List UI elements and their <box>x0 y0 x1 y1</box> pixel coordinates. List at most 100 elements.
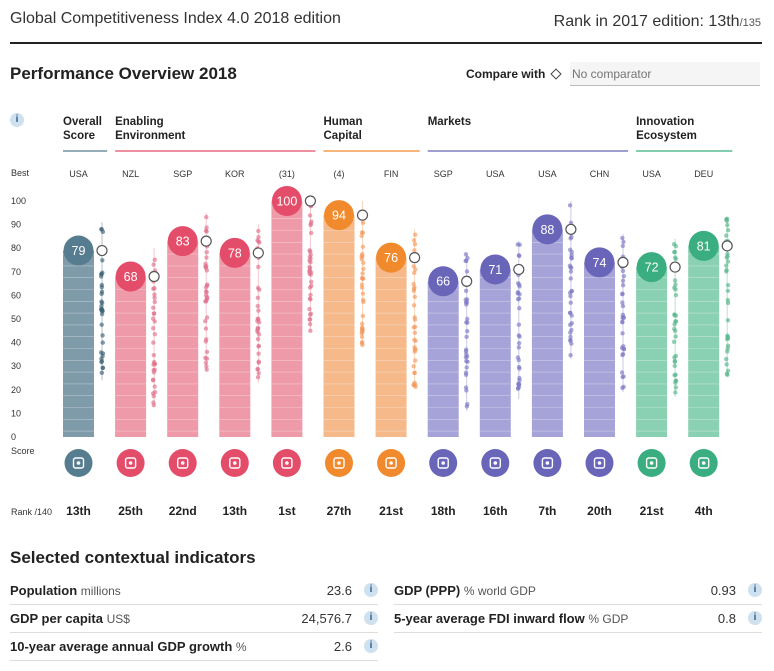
indicator-unit: % GDP <box>588 612 629 626</box>
value-bubble <box>324 200 354 231</box>
peer-dot <box>620 320 625 325</box>
innovation-bulb-icon-glyph <box>698 457 710 469</box>
peer-dot <box>151 305 156 310</box>
best-country-label: SGP <box>173 169 192 179</box>
peer-dot <box>516 340 522 346</box>
country-marker <box>148 270 160 283</box>
peer-dot <box>255 325 260 331</box>
group-label: Innovation <box>636 116 694 128</box>
indicator-label: 5-year average FDI inward flow <box>394 611 585 626</box>
peer-dot <box>204 367 209 372</box>
peer-dot <box>413 267 418 272</box>
peer-dot <box>412 294 417 300</box>
indicator-gdp-ppp: GDP (PPP) % world GDP 0.93 i <box>394 577 762 605</box>
peer-dot <box>256 370 261 376</box>
icon-dot <box>76 461 81 465</box>
indicator-unit: % world GDP <box>463 584 536 598</box>
medal-icon-glyph <box>72 457 85 469</box>
value-bubble <box>480 254 511 285</box>
peer-dot <box>515 386 521 391</box>
peer-dot <box>673 255 678 260</box>
peer-dot <box>567 322 573 328</box>
peer-dot <box>569 255 574 260</box>
score-bar <box>531 229 563 437</box>
peer-dot <box>204 364 209 369</box>
rank-label: 22nd <box>169 504 197 518</box>
peer-dot <box>569 327 574 333</box>
icon-dot <box>285 461 289 465</box>
peer-dot <box>204 214 209 220</box>
peer-dot <box>569 234 574 240</box>
value-label: 100 <box>276 195 297 209</box>
indicator-unit: millions <box>80 584 121 598</box>
peer-dot <box>151 393 157 399</box>
group-label: Capital <box>324 130 362 142</box>
peer-dot <box>255 303 261 309</box>
peer-dot <box>412 358 418 363</box>
country-marker <box>356 209 369 221</box>
score-bar <box>271 201 303 437</box>
best-country-label: FIN <box>384 169 399 179</box>
peer-dot <box>359 282 365 287</box>
peer-dot <box>463 300 469 305</box>
best-country-label: USA <box>486 169 505 179</box>
rank-label: 7th <box>538 504 556 518</box>
rank-label: 21st <box>379 504 403 518</box>
peer-dot <box>673 385 679 390</box>
y-tick-label: 60 <box>11 290 21 300</box>
peer-dot <box>672 326 677 332</box>
country-marker <box>252 247 264 259</box>
peer-dot <box>308 252 313 257</box>
peer-dot <box>411 364 416 369</box>
performance-title: Performance Overview 2018 <box>10 64 237 83</box>
peer-dot <box>672 322 677 327</box>
score-bar <box>63 250 94 437</box>
rank-label: 16th <box>483 504 508 518</box>
peer-dot <box>515 291 521 296</box>
comparator-select[interactable] <box>570 62 760 86</box>
info-icon[interactable]: i <box>748 583 762 597</box>
peer-dot <box>360 313 366 319</box>
peer-dot <box>255 366 260 372</box>
info-icon[interactable]: i <box>748 611 762 625</box>
peer-dot <box>151 367 156 373</box>
info-icon[interactable]: i <box>364 639 378 653</box>
peer-dot <box>464 269 470 274</box>
peer-dot <box>621 239 626 245</box>
info-icon[interactable]: i <box>364 583 378 597</box>
value-bubble <box>63 235 94 266</box>
icon-dot <box>441 461 446 465</box>
indicator-value: 0.93 <box>710 583 736 598</box>
peer-dot <box>152 257 158 262</box>
peer-dot <box>99 306 105 312</box>
peer-dot <box>463 370 469 375</box>
market-size-icon-glyph <box>593 457 606 469</box>
labour-people-icon-glyph <box>489 457 501 469</box>
value-label: 78 <box>228 246 242 260</box>
peer-dot <box>308 272 313 277</box>
rank-label: 18th <box>431 504 456 518</box>
peer-dot <box>568 265 573 270</box>
peer-dot <box>360 244 366 250</box>
peer-dot <box>360 271 365 276</box>
peer-dot <box>256 264 261 270</box>
peer-dot <box>673 243 679 249</box>
peer-dot <box>516 296 522 301</box>
peer-dot <box>100 258 105 263</box>
peer-dot <box>464 320 469 325</box>
peer-dot <box>412 241 418 247</box>
peer-dot <box>203 355 208 361</box>
y-tick-label: 20 <box>11 385 21 395</box>
peer-dot <box>672 312 677 318</box>
icon-dot <box>597 461 602 465</box>
indicator-value: 2.6 <box>333 639 352 654</box>
peer-dot <box>568 300 573 305</box>
info-icon[interactable]: i <box>364 611 378 625</box>
peer-dot <box>463 288 469 294</box>
value-label: 72 <box>645 261 659 275</box>
best-country-label: KOR <box>225 169 245 179</box>
chart-info-icon[interactable]: i <box>10 113 24 127</box>
peer-dot <box>568 276 573 281</box>
skills-icon-glyph <box>385 457 397 469</box>
